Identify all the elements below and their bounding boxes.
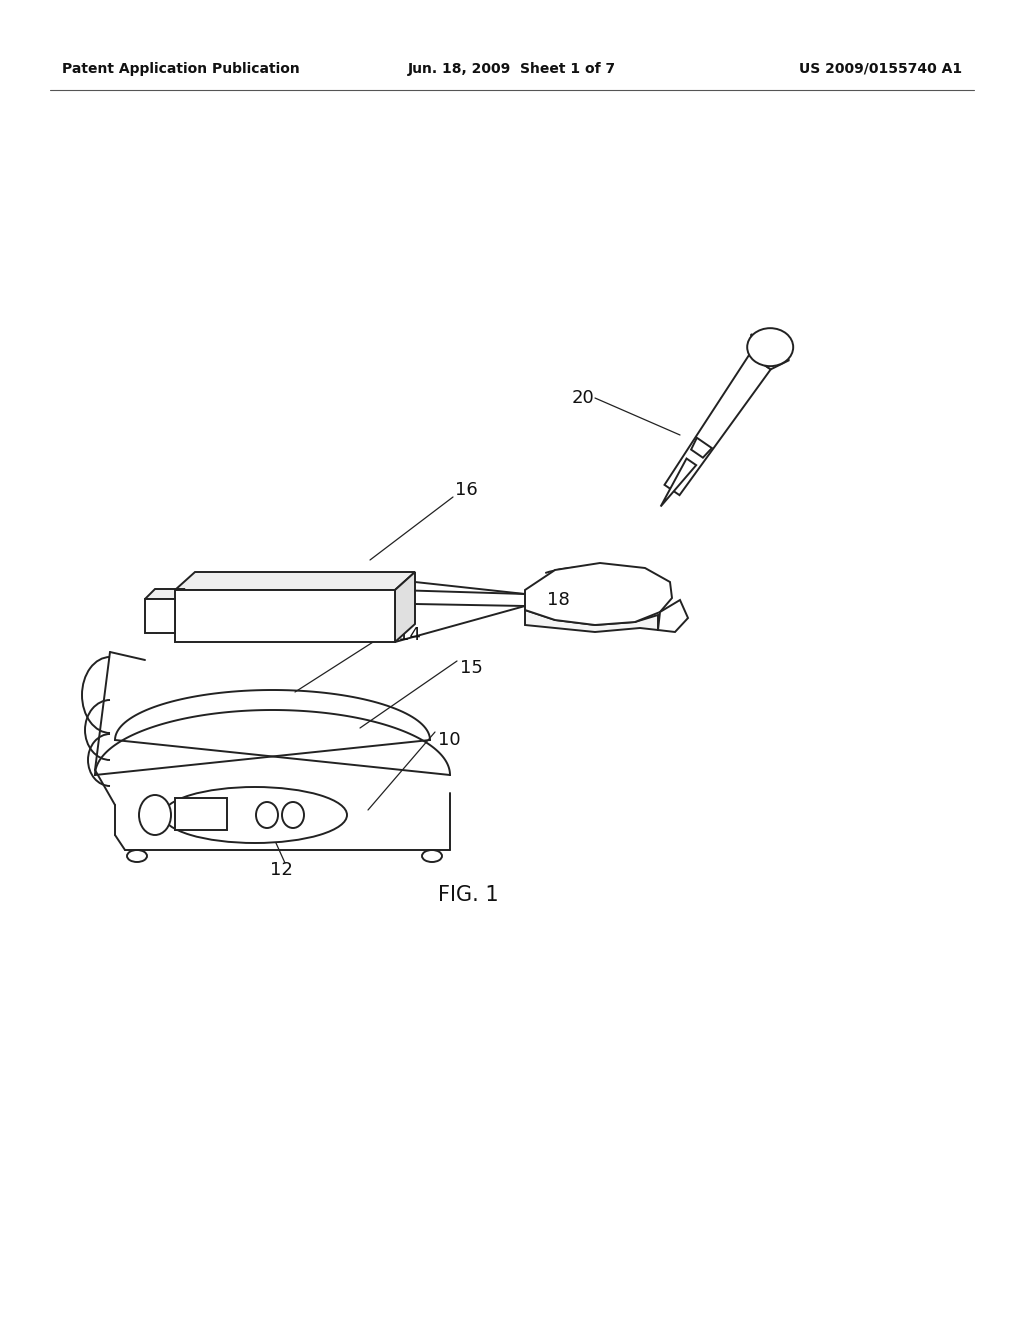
Bar [175,590,395,642]
Polygon shape [395,572,415,642]
Bar [145,599,175,634]
Ellipse shape [748,329,794,366]
Ellipse shape [256,803,278,828]
Text: FIG. 1: FIG. 1 [437,884,499,906]
Text: Jun. 18, 2009  Sheet 1 of 7: Jun. 18, 2009 Sheet 1 of 7 [408,62,616,77]
Polygon shape [525,564,672,624]
Polygon shape [175,572,415,590]
Text: 12: 12 [270,861,293,879]
Text: 14: 14 [398,626,421,644]
Polygon shape [750,334,790,370]
Polygon shape [691,438,712,458]
Ellipse shape [127,850,147,862]
Text: 18: 18 [547,591,569,609]
Text: 16: 16 [455,480,478,499]
Ellipse shape [422,850,442,862]
Text: 20: 20 [572,389,595,407]
Text: Patent Application Publication: Patent Application Publication [62,62,300,77]
Ellipse shape [282,803,304,828]
Polygon shape [660,458,696,507]
Text: 15: 15 [460,659,483,677]
Polygon shape [145,589,185,599]
Polygon shape [665,355,771,495]
Ellipse shape [163,787,347,843]
Ellipse shape [139,795,171,836]
Polygon shape [658,601,688,632]
Polygon shape [525,610,658,632]
Text: 10: 10 [438,731,461,748]
Text: US 2009/0155740 A1: US 2009/0155740 A1 [799,62,962,77]
Bar [175,799,227,830]
